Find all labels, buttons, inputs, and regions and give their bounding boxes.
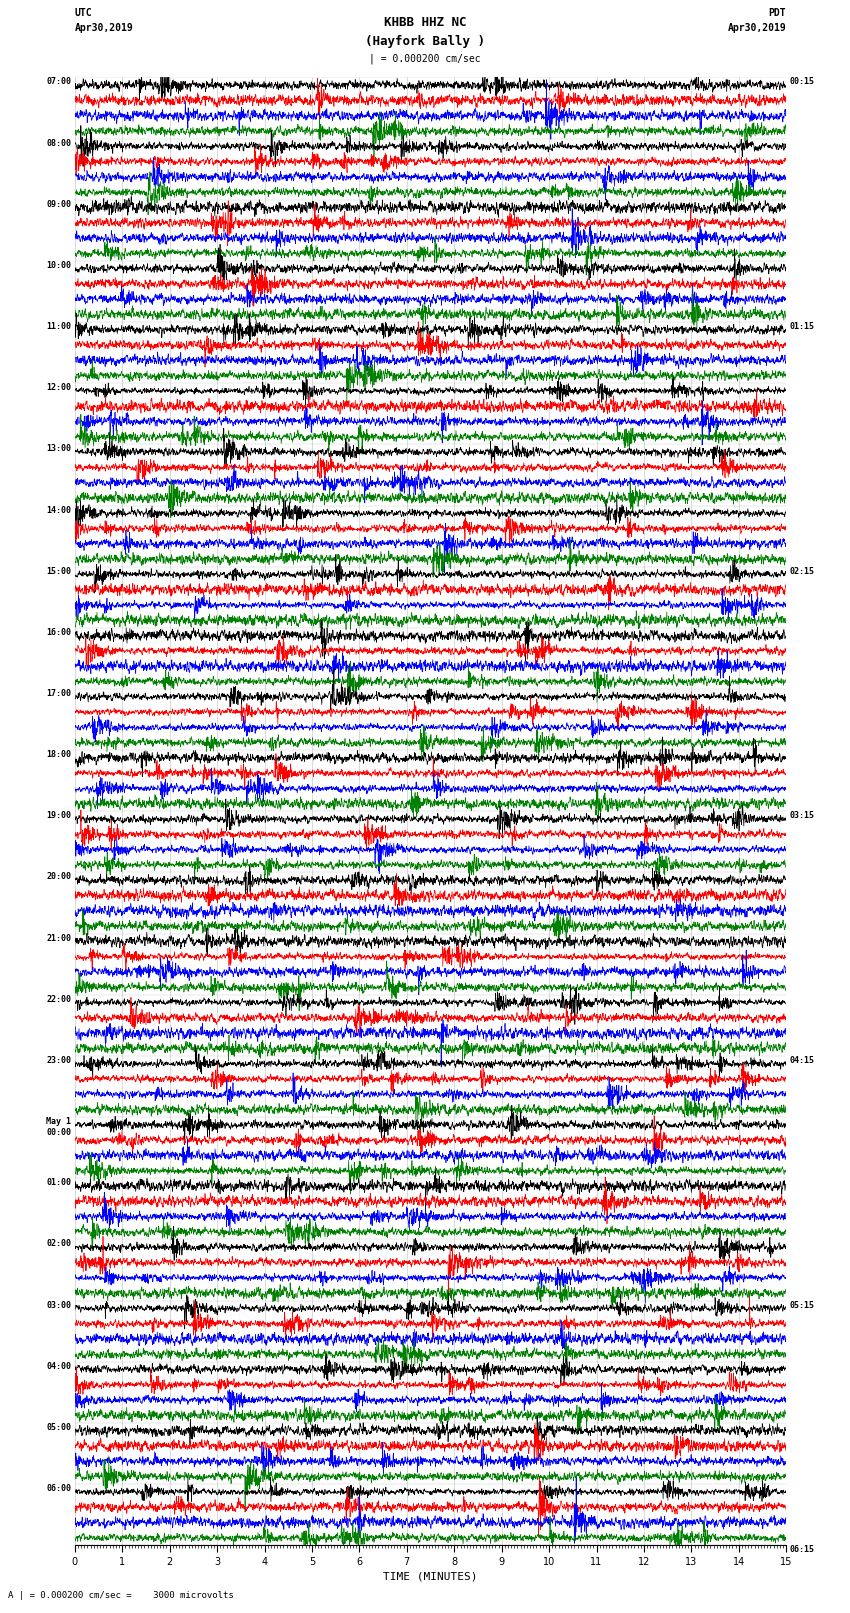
Text: A | = 0.000200 cm/sec =    3000 microvolts: A | = 0.000200 cm/sec = 3000 microvolts	[8, 1590, 235, 1600]
Text: 20:00: 20:00	[46, 873, 71, 881]
Text: 10:00: 10:00	[46, 261, 71, 269]
Text: 07:00: 07:00	[46, 77, 71, 87]
Text: 01:15: 01:15	[790, 323, 815, 331]
Text: 22:00: 22:00	[46, 995, 71, 1003]
Text: | = 0.000200 cm/sec: | = 0.000200 cm/sec	[369, 53, 481, 65]
Text: UTC: UTC	[75, 8, 93, 18]
X-axis label: TIME (MINUTES): TIME (MINUTES)	[383, 1571, 478, 1581]
Text: 18:00: 18:00	[46, 750, 71, 760]
Text: 05:15: 05:15	[790, 1300, 815, 1310]
Text: 21:00: 21:00	[46, 934, 71, 942]
Text: 17:00: 17:00	[46, 689, 71, 698]
Text: 19:00: 19:00	[46, 811, 71, 821]
Text: 03:15: 03:15	[790, 811, 815, 821]
Text: 02:00: 02:00	[46, 1239, 71, 1248]
Text: 15:00: 15:00	[46, 566, 71, 576]
Text: 03:00: 03:00	[46, 1300, 71, 1310]
Text: PDT: PDT	[768, 8, 786, 18]
Text: 04:15: 04:15	[790, 1057, 815, 1065]
Text: 02:15: 02:15	[790, 566, 815, 576]
Text: May 1
00:00: May 1 00:00	[46, 1118, 71, 1137]
Text: 04:00: 04:00	[46, 1361, 71, 1371]
Text: 00:15: 00:15	[790, 77, 815, 87]
Text: 11:00: 11:00	[46, 323, 71, 331]
Text: (Hayfork Bally ): (Hayfork Bally )	[365, 35, 485, 48]
Text: 12:00: 12:00	[46, 384, 71, 392]
Text: 06:15: 06:15	[790, 1545, 815, 1555]
Text: 09:00: 09:00	[46, 200, 71, 208]
Text: 14:00: 14:00	[46, 505, 71, 515]
Text: 23:00: 23:00	[46, 1057, 71, 1065]
Text: 16:00: 16:00	[46, 627, 71, 637]
Text: Apr30,2019: Apr30,2019	[728, 23, 786, 32]
Text: 13:00: 13:00	[46, 444, 71, 453]
Text: 06:00: 06:00	[46, 1484, 71, 1494]
Text: Apr30,2019: Apr30,2019	[75, 23, 133, 32]
Text: 01:00: 01:00	[46, 1177, 71, 1187]
Text: 05:00: 05:00	[46, 1423, 71, 1432]
Text: 08:00: 08:00	[46, 139, 71, 147]
Text: KHBB HHZ NC: KHBB HHZ NC	[383, 16, 467, 29]
